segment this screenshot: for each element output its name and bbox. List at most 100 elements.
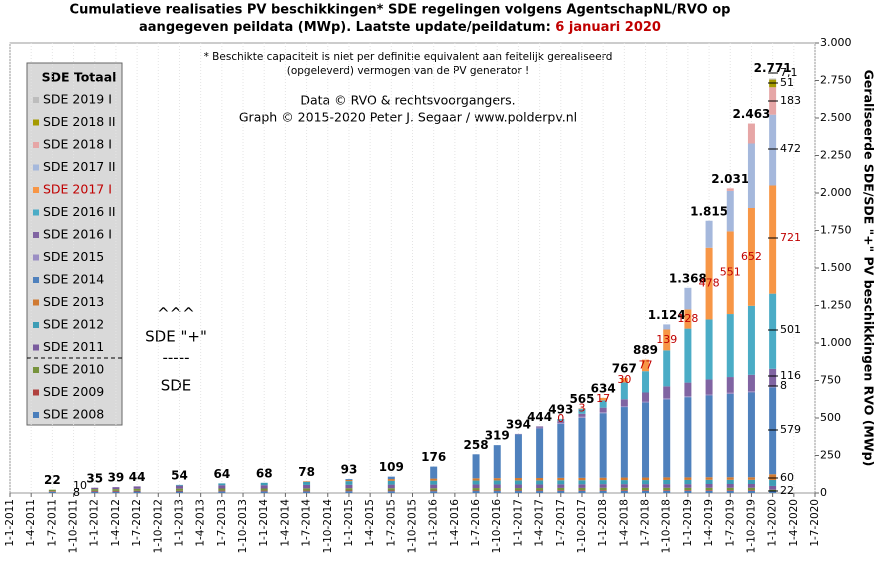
legend-label: SDE 2008 — [43, 407, 104, 422]
bar-segment — [684, 490, 692, 491]
bar-segment — [769, 185, 777, 294]
x-tick-label: 1-7-2018 — [640, 499, 652, 547]
y-tick-label: 1.750 — [820, 224, 852, 237]
bar-segment — [769, 489, 777, 491]
note: * Beschikte capaciteit is niet per defin… — [204, 51, 613, 63]
legend-label: SDE 2018 II — [43, 114, 116, 129]
bar-segment — [472, 484, 480, 489]
bar-segment — [599, 480, 607, 485]
bar-segment — [112, 490, 120, 492]
divider-text: SDE "+" — [145, 328, 207, 346]
bar-segment — [769, 114, 777, 186]
bar-segment — [578, 490, 586, 493]
bar-segment — [303, 491, 311, 493]
bar-segment — [133, 491, 141, 493]
legend-swatch — [33, 389, 39, 396]
bar-segment — [387, 490, 395, 492]
x-tick-label: 1-4-2013 — [195, 499, 207, 547]
bar-segment — [514, 480, 522, 485]
bar-segment — [133, 486, 141, 489]
bar-segment — [430, 480, 438, 485]
x-tick-label: 1-10-2017 — [576, 499, 588, 553]
credit: Graph © 2015-2020 Peter J. Segaar / www.… — [239, 110, 577, 125]
latest-label: 7,1 — [780, 66, 798, 79]
bar-segment — [684, 309, 692, 329]
note: (opgeleverd) vermogen van de PV generato… — [287, 65, 530, 77]
bar-segment — [705, 490, 713, 493]
bar-segment — [684, 484, 692, 488]
bar-segment — [705, 395, 713, 478]
bar-segment — [472, 491, 480, 493]
bar-segment — [747, 479, 755, 484]
bar-segment — [769, 78, 777, 80]
bar-segment — [684, 287, 692, 310]
bar-segment — [387, 491, 395, 493]
legend-swatch — [33, 142, 39, 148]
legend-swatch — [33, 209, 39, 216]
legend-label: SDE 2014 — [43, 272, 104, 287]
bar-segment — [663, 487, 671, 491]
bar-segment — [514, 491, 522, 493]
bar-segment — [663, 477, 671, 480]
bar-segment — [48, 491, 56, 492]
bar-segment — [345, 488, 353, 491]
bar-segment — [599, 487, 607, 491]
bar-segment — [663, 479, 671, 485]
bar-segment — [747, 305, 755, 375]
bar-segment — [599, 412, 607, 414]
bar-segment — [303, 481, 311, 485]
bar-segment — [705, 379, 713, 395]
bar-segment — [557, 419, 565, 422]
bar-segment — [599, 413, 607, 478]
total-label: 767 — [612, 361, 637, 375]
bar-segment — [769, 386, 777, 388]
total-label: 39 — [108, 471, 125, 485]
bar-segment — [578, 490, 586, 491]
bar-segment — [345, 481, 353, 485]
bar-segment — [493, 491, 501, 493]
bar-segment — [91, 491, 99, 493]
x-tick-label: 1-10-2013 — [237, 499, 249, 553]
first-label: 8 — [73, 486, 80, 499]
bar-segment — [642, 392, 650, 402]
bar-segment — [663, 324, 671, 330]
bar-segment — [747, 374, 755, 392]
bar-segment — [747, 123, 755, 144]
x-tick-label: 1-7-2017 — [555, 499, 567, 547]
bar-segment — [557, 490, 565, 491]
bar-segment — [599, 400, 607, 408]
bar-segment — [747, 391, 755, 393]
bar-segment — [620, 477, 628, 481]
bar-segment — [557, 477, 565, 481]
x-tick-label: 1-1-2019 — [682, 499, 694, 547]
bar-segment — [705, 484, 713, 488]
bar-segment — [557, 490, 565, 493]
bar-segment — [472, 454, 480, 479]
bar-segment — [642, 490, 650, 491]
bar-segment — [133, 490, 141, 492]
bar-segment — [726, 377, 734, 393]
x-tick-label: 1-10-2011 — [68, 499, 80, 553]
total-label: 444 — [527, 410, 552, 424]
bar-segment — [472, 478, 480, 481]
y-tick-label: 1.250 — [820, 299, 852, 312]
total-label: 2.463 — [732, 107, 770, 121]
bar-segment — [48, 489, 56, 492]
bar-segment — [493, 484, 501, 489]
bar-segment — [345, 479, 353, 480]
bar-segment — [430, 478, 438, 481]
x-tick-label: 1-1-2017 — [512, 499, 524, 547]
bar-segment — [260, 490, 268, 492]
bar-segment — [218, 488, 226, 491]
total-label: 2.771 — [754, 61, 792, 75]
bar-segment — [726, 490, 734, 493]
bar-segment — [112, 491, 120, 493]
x-tick-label: 1-1-2014 — [258, 499, 270, 547]
total-label: 68 — [256, 466, 273, 480]
x-tick-label: 1-1-2018 — [597, 499, 609, 547]
legend-swatch — [33, 299, 39, 306]
x-tick-label: 1-1-2011 — [4, 499, 16, 547]
bar-segment — [684, 382, 692, 397]
bar-segment — [536, 491, 544, 493]
bar-segment — [620, 487, 628, 491]
